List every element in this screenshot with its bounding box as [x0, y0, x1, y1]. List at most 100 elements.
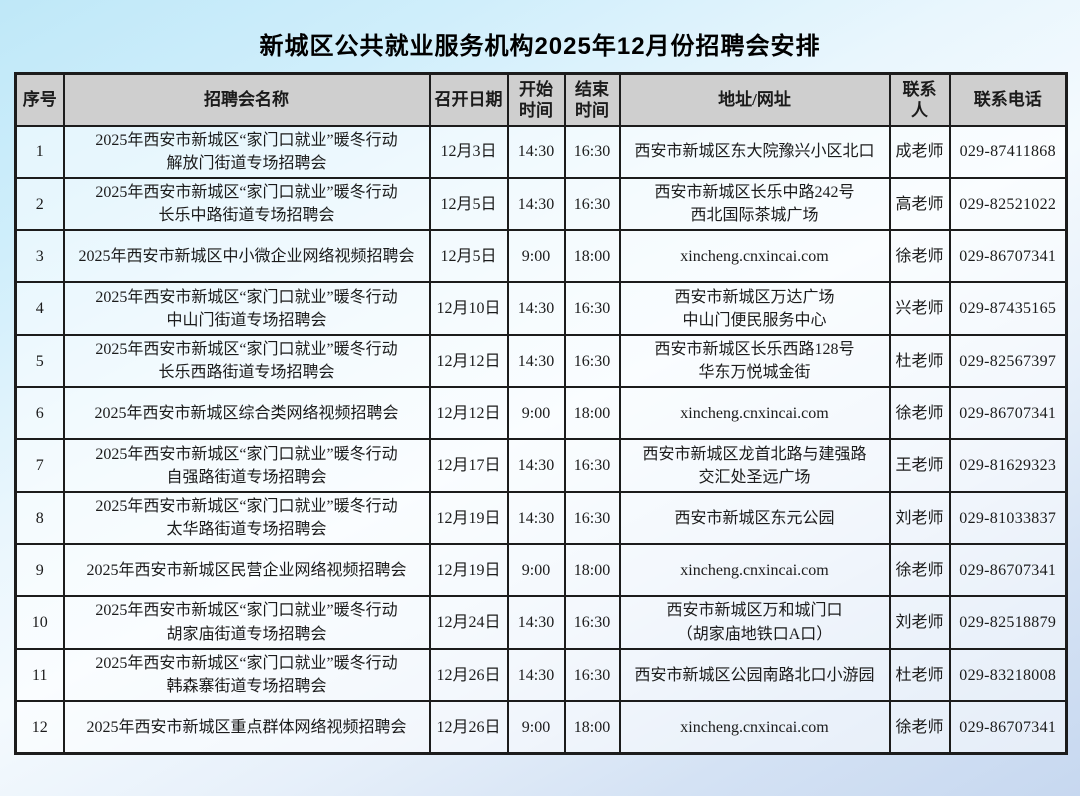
cell-end-time: 16:30 — [563, 176, 621, 232]
cell-end-time: 18:00 — [563, 700, 621, 755]
cell-end-time: 16:30 — [563, 490, 621, 546]
table-row: 8 2025年西安市新城区“家门口就业”暖冬行动 太华路街道专场招聘会 12月19… — [14, 490, 1068, 546]
column-header-phone: 联系电话 — [948, 72, 1068, 127]
table-row: 3 2025年西安市新城区中小微企业网络视频招聘会 12月5日 9:00 18:… — [14, 229, 1068, 284]
cell-date: 12月24日 — [428, 595, 509, 650]
cell-date: 12月10日 — [428, 281, 509, 336]
cell-contact: 王老师 — [888, 438, 951, 493]
cell-end-time: 16:30 — [563, 281, 621, 336]
cell-no: 7 — [14, 438, 65, 493]
cell-start-time: 9:00 — [506, 543, 566, 598]
cell-no: 9 — [14, 543, 65, 598]
cell-end-time: 18:00 — [563, 543, 621, 598]
cell-date: 12月3日 — [428, 124, 509, 179]
cell-end-time: 16:30 — [563, 438, 621, 493]
cell-name: 2025年西安市新城区“家门口就业”暖冬行动 解放门街道专场招聘会 — [62, 124, 431, 179]
cell-no: 5 — [14, 333, 65, 389]
cell-contact: 徐老师 — [888, 543, 951, 598]
cell-contact: 刘老师 — [888, 490, 951, 546]
cell-contact: 成老师 — [888, 124, 951, 179]
cell-no: 4 — [14, 281, 65, 336]
cell-address: 西安市新城区公园南路北口小游园 — [618, 647, 891, 703]
cell-no: 6 — [14, 386, 65, 441]
column-header-date: 召开日期 — [428, 72, 509, 127]
cell-phone: 029-81033837 — [948, 490, 1068, 546]
cell-start-time: 14:30 — [506, 124, 566, 179]
cell-start-time: 14:30 — [506, 595, 566, 650]
cell-start-time: 9:00 — [506, 229, 566, 284]
cell-name: 2025年西安市新城区“家门口就业”暖冬行动 太华路街道专场招聘会 — [62, 490, 431, 546]
cell-address: xincheng.cnxincai.com — [618, 386, 891, 441]
cell-start-time: 14:30 — [506, 333, 566, 389]
cell-contact: 徐老师 — [888, 229, 951, 284]
cell-name: 2025年西安市新城区重点群体网络视频招聘会 — [62, 700, 431, 755]
cell-phone: 029-81629323 — [948, 438, 1068, 493]
table-row: 2 2025年西安市新城区“家门口就业”暖冬行动 长乐中路街道专场招聘会 12月5… — [14, 176, 1068, 232]
cell-end-time: 18:00 — [563, 229, 621, 284]
recruitment-schedule-table: 序号 招聘会名称 召开日期 开始 时间 结束 时间 地址/网址 联系人 联系电话… — [14, 72, 1068, 755]
cell-name: 2025年西安市新城区“家门口就业”暖冬行动 中山门街道专场招聘会 — [62, 281, 431, 336]
cell-name: 2025年西安市新城区“家门口就业”暖冬行动 韩森寨街道专场招聘会 — [62, 647, 431, 703]
column-header-name: 招聘会名称 — [62, 72, 431, 127]
cell-address: xincheng.cnxincai.com — [618, 700, 891, 755]
column-header-end: 结束 时间 — [563, 72, 621, 127]
header-row: 序号 招聘会名称 召开日期 开始 时间 结束 时间 地址/网址 联系人 联系电话 — [14, 72, 1068, 127]
cell-name: 2025年西安市新城区综合类网络视频招聘会 — [62, 386, 431, 441]
cell-start-time: 9:00 — [506, 700, 566, 755]
table-row: 11 2025年西安市新城区“家门口就业”暖冬行动 韩森寨街道专场招聘会 12月2… — [14, 647, 1068, 703]
column-header-address: 地址/网址 — [618, 72, 891, 127]
column-header-start: 开始 时间 — [506, 72, 566, 127]
table-row: 1 2025年西安市新城区“家门口就业”暖冬行动 解放门街道专场招聘会 12月3日… — [14, 124, 1068, 179]
cell-date: 12月19日 — [428, 490, 509, 546]
cell-phone: 029-83218008 — [948, 647, 1068, 703]
cell-start-time: 14:30 — [506, 490, 566, 546]
cell-phone: 029-82567397 — [948, 333, 1068, 389]
cell-name: 2025年西安市新城区“家门口就业”暖冬行动 胡家庙街道专场招聘会 — [62, 595, 431, 650]
cell-no: 2 — [14, 176, 65, 232]
cell-no: 10 — [14, 595, 65, 650]
cell-date: 12月19日 — [428, 543, 509, 598]
cell-phone: 029-82521022 — [948, 176, 1068, 232]
cell-name: 2025年西安市新城区“家门口就业”暖冬行动 长乐中路街道专场招聘会 — [62, 176, 431, 232]
cell-date: 12月12日 — [428, 333, 509, 389]
cell-no: 12 — [14, 700, 65, 755]
cell-address: 西安市新城区长乐西路128号 华东万悦城金街 — [618, 333, 891, 389]
cell-date: 12月12日 — [428, 386, 509, 441]
cell-contact: 徐老师 — [888, 386, 951, 441]
table-row: 10 2025年西安市新城区“家门口就业”暖冬行动 胡家庙街道专场招聘会 12月2… — [14, 595, 1068, 650]
column-header-contact: 联系人 — [888, 72, 951, 127]
cell-contact: 徐老师 — [888, 700, 951, 755]
cell-phone: 029-86707341 — [948, 543, 1068, 598]
cell-address: 西安市新城区东元公园 — [618, 490, 891, 546]
cell-date: 12月26日 — [428, 700, 509, 755]
cell-date: 12月5日 — [428, 176, 509, 232]
cell-phone: 029-87411868 — [948, 124, 1068, 179]
table-row: 9 2025年西安市新城区民营企业网络视频招聘会 12月19日 9:00 18:… — [14, 543, 1068, 598]
table-row: 12 2025年西安市新城区重点群体网络视频招聘会 12月26日 9:00 18… — [14, 700, 1068, 755]
table-row: 7 2025年西安市新城区“家门口就业”暖冬行动 自强路街道专场招聘会 12月17… — [14, 438, 1068, 493]
cell-start-time: 14:30 — [506, 176, 566, 232]
cell-date: 12月26日 — [428, 647, 509, 703]
cell-no: 1 — [14, 124, 65, 179]
cell-name: 2025年西安市新城区中小微企业网络视频招聘会 — [62, 229, 431, 284]
cell-end-time: 16:30 — [563, 124, 621, 179]
cell-phone: 029-86707341 — [948, 700, 1068, 755]
cell-phone: 029-86707341 — [948, 229, 1068, 284]
cell-address: 西安市新城区龙首北路与建强路 交汇处圣远广场 — [618, 438, 891, 493]
cell-start-time: 14:30 — [506, 647, 566, 703]
cell-address: 西安市新城区万和城门口 （胡家庙地铁口A口） — [618, 595, 891, 650]
cell-no: 11 — [14, 647, 65, 703]
cell-start-time: 9:00 — [506, 386, 566, 441]
cell-contact: 兴老师 — [888, 281, 951, 336]
cell-contact: 杜老师 — [888, 333, 951, 389]
cell-phone: 029-87435165 — [948, 281, 1068, 336]
cell-address: xincheng.cnxincai.com — [618, 543, 891, 598]
cell-no: 3 — [14, 229, 65, 284]
cell-phone: 029-82518879 — [948, 595, 1068, 650]
cell-contact: 杜老师 — [888, 647, 951, 703]
cell-name: 2025年西安市新城区“家门口就业”暖冬行动 自强路街道专场招聘会 — [62, 438, 431, 493]
cell-address: 西安市新城区长乐中路242号 西北国际茶城广场 — [618, 176, 891, 232]
column-header-no: 序号 — [14, 72, 65, 127]
table-row: 6 2025年西安市新城区综合类网络视频招聘会 12月12日 9:00 18:0… — [14, 386, 1068, 441]
cell-end-time: 18:00 — [563, 386, 621, 441]
